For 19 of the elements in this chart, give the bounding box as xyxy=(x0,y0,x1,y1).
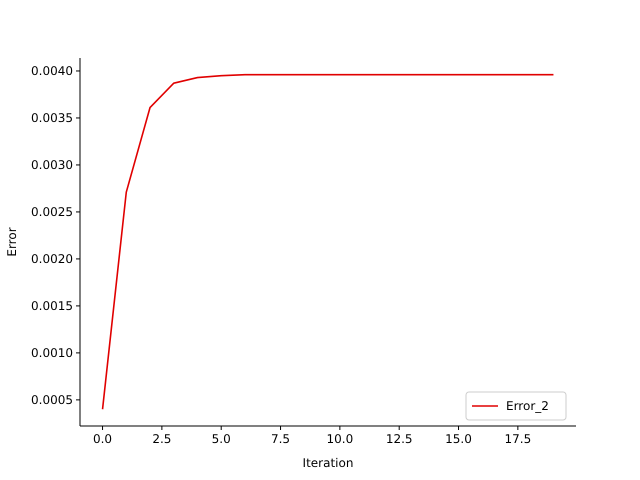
x-tick-label: 5.0 xyxy=(212,432,231,446)
x-tick-label: 10.0 xyxy=(326,432,354,446)
x-tick-label: 17.5 xyxy=(504,432,532,446)
y-tick-label: 0.0030 xyxy=(31,158,73,172)
x-tick-label: 15.0 xyxy=(445,432,472,446)
x-tick-label: 12.5 xyxy=(386,432,413,446)
y-tick-label: 0.0020 xyxy=(31,252,73,266)
y-tick-label: 0.0005 xyxy=(31,392,73,407)
y-tick-label: 0.0010 xyxy=(31,346,73,360)
x-tick-label: 0.0 xyxy=(93,432,112,446)
x-tick-label: 2.5 xyxy=(152,432,172,446)
y-tick-label: 0.0040 xyxy=(31,64,73,78)
legend-label: Error_2 xyxy=(506,399,549,413)
y-tick-label: 0.0015 xyxy=(31,298,73,313)
x-tick-label: 7.5 xyxy=(270,432,290,446)
y-tick-label: 0.0025 xyxy=(31,204,73,219)
x-axis-title: Iteration xyxy=(302,456,354,470)
y-axis-title: Error xyxy=(5,227,19,257)
y-tick-label: 0.0035 xyxy=(31,110,73,125)
